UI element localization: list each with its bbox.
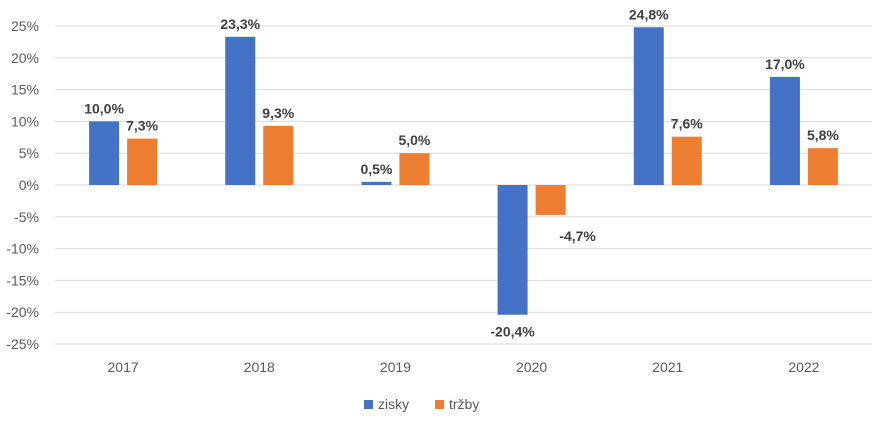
x-tick-label: 2022	[788, 359, 819, 375]
data-label-zisky-2022: 17,0%	[765, 56, 805, 72]
bar-zisky-2021	[633, 27, 664, 185]
bar-zisky-2019	[361, 181, 392, 185]
data-label-trzby-2018: 9,3%	[262, 105, 294, 121]
bar-trzby-2019	[399, 153, 430, 185]
y-tick-label: -5%	[14, 209, 39, 225]
y-tick-label: 15%	[11, 82, 39, 98]
data-label-zisky-2021: 24,8%	[629, 6, 669, 22]
bar-trzby-2021	[671, 136, 702, 185]
data-label-trzby-2017: 7,3%	[126, 118, 158, 134]
y-tick-label: -10%	[6, 241, 39, 257]
data-label-trzby-2020: -4,7%	[559, 228, 596, 244]
data-label-trzby-2022: 5,8%	[807, 127, 839, 143]
bar-zisky-2022	[769, 76, 800, 185]
bar-trzby-2017	[127, 138, 158, 185]
data-labels: 10,0%7,3% 23,3% 9,3% 0,5% 5,0% -20,4% -4,7% 24,…	[84, 6, 839, 339]
data-label-zisky-2019: 0,5%	[360, 161, 392, 177]
x-axis-ticks: 2017 2018 2019 2020 2021 2022	[108, 359, 820, 375]
data-label-trzby-2019: 5,0%	[398, 132, 430, 148]
y-tick-label: -15%	[6, 272, 39, 288]
data-label-zisky-2017: 10,0%	[84, 100, 124, 116]
x-tick-label: 2020	[516, 359, 547, 375]
y-tick-label: 5%	[19, 145, 39, 161]
x-tick-label: 2021	[652, 359, 683, 375]
legend: zisky tržby	[364, 396, 479, 412]
bar-zisky-2017	[89, 121, 120, 185]
legend-swatch-zisky	[364, 400, 373, 409]
gridlines	[55, 25, 872, 345]
data-label-zisky-2018: 23,3%	[220, 16, 260, 32]
bar-zisky-2018	[225, 36, 256, 186]
y-axis-ticks: 25% 20% 15% 10% 5% 0% -5% -10% -15% -20% -25%	[6, 18, 39, 352]
bar-trzby-2022	[807, 148, 838, 185]
y-tick-label: 0%	[19, 177, 39, 193]
y-tick-label: -20%	[6, 304, 39, 320]
legend-swatch-trzby	[435, 400, 444, 409]
bar-trzby-2018	[263, 125, 294, 185]
x-tick-label: 2019	[380, 359, 411, 375]
y-tick-label: -25%	[6, 336, 39, 352]
bar-trzby-2020	[535, 185, 566, 215]
data-label-trzby-2021: 7,6%	[671, 116, 703, 132]
bars	[89, 27, 838, 315]
x-tick-label: 2017	[108, 359, 139, 375]
data-label-zisky-2020: -20,4%	[490, 324, 535, 340]
x-tick-label: 2018	[244, 359, 275, 375]
y-tick-label: 10%	[11, 113, 39, 129]
legend-label-zisky: zisky	[378, 396, 409, 412]
y-tick-label: 25%	[11, 18, 39, 34]
bar-zisky-2020	[497, 185, 528, 315]
legend-label-trzby: tržby	[449, 396, 479, 412]
y-tick-label: 20%	[11, 50, 39, 66]
